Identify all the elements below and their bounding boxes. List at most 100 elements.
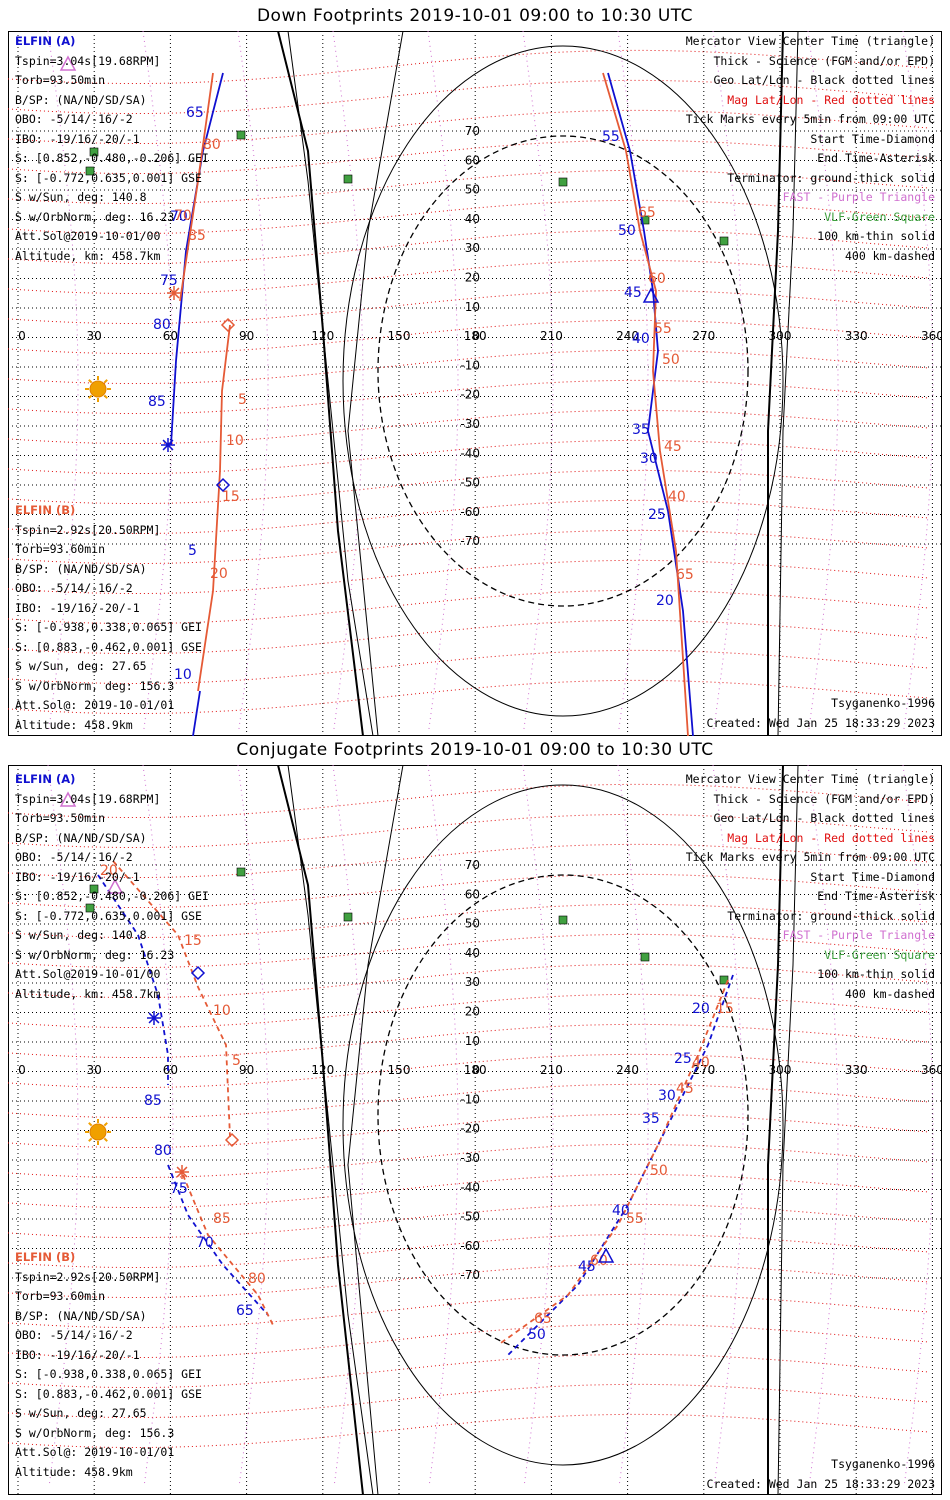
sun-ray — [88, 394, 93, 399]
lon-axis-label: 300 — [769, 1063, 792, 1077]
conjugate-footprints-panel: Conjugate Footprints 2019-10-01 09:00 to… — [0, 738, 950, 1500]
center-time-triangle — [59, 55, 77, 71]
vlf-station-square — [89, 884, 99, 894]
lat-axis-label: -60 — [460, 505, 480, 519]
center-time-triangle — [642, 287, 660, 303]
mag-lon-line — [522, 765, 554, 1486]
elfin-a-line: S: [-0.772,0.635,0.001] GSE — [15, 908, 202, 923]
lon-axis-label: 360 — [921, 329, 942, 343]
lat-axis-label: 20 — [465, 1005, 480, 1019]
mag-lat-line — [8, 649, 929, 685]
elfin-b-line: S w/Sun, deg: 27.65 — [15, 1406, 147, 1420]
mag-lat-line — [8, 963, 929, 999]
mag-lat-line — [8, 529, 929, 565]
lat-axis-label: -70 — [460, 1268, 480, 1282]
terminator-100km-line — [347, 765, 404, 1495]
elfin-a-line: Altitude, km: 458.7km — [15, 248, 161, 263]
mag-lat-line — [8, 139, 929, 175]
track-tick-label: 15 — [184, 933, 202, 949]
lat-axis-label: 70 — [465, 858, 480, 872]
legend-item: 100 km-thin solid — [817, 229, 935, 243]
mag-lat-line — [8, 49, 929, 85]
lon-axis-label: 180 — [464, 1063, 487, 1077]
lat-axis-label: 10 — [465, 300, 480, 314]
lat-axis-label: 10 — [465, 1034, 480, 1048]
mag-lat-line — [8, 993, 929, 1029]
terminator-100km-line — [347, 31, 404, 736]
lon-axis-label: 120 — [311, 329, 334, 343]
elfin-a-line: IBO: -19/16/-20/-1 — [15, 131, 140, 146]
mag-lon-line — [902, 31, 934, 732]
start-time-diamond — [220, 317, 236, 333]
track-tick-label: 5 — [188, 543, 197, 559]
legend-item: Mag Lat/Lon - Red dotted lines — [727, 92, 935, 107]
lon-axis-label: 60 — [163, 1063, 178, 1077]
legend-item: VLF-Green Square — [824, 209, 935, 224]
lon-axis-label: 270 — [692, 1063, 715, 1077]
lat-axis-label: 40 — [465, 946, 480, 960]
down-footprints-map: 70 60 50 40 30 20 10 0 -10 -20 -30 -40 -50 -60 -70 0 30 6… — [8, 31, 942, 736]
track-tick-label: 5 — [232, 1053, 241, 1069]
elfin-b-line: IBO: -19/16/-20/-1 — [15, 600, 140, 615]
vlf-station-square — [558, 177, 568, 187]
mag-lat-line — [8, 379, 929, 415]
created-label: Created: Wed Jan 25 18:33:29 2023 — [706, 1477, 935, 1491]
mag-lat-line — [8, 1203, 929, 1239]
mag-lon-line — [47, 31, 79, 732]
elfin-a-line: Att.Sol@2019-10-01/00 — [15, 967, 161, 981]
elfin-a-label: ELFIN (A) — [15, 772, 76, 786]
track-tick-label: 30 — [658, 1088, 676, 1104]
sun-ray — [103, 1122, 108, 1127]
elfin-a-track — [170, 72, 224, 446]
mag-lon-line — [237, 765, 269, 1486]
lat-axis-label: -10 — [460, 1092, 480, 1106]
elfin-a-line: OBO: -5/14/-16/-2 — [15, 850, 133, 864]
mag-lat-line — [8, 1263, 929, 1299]
track-tick-label: 70 — [196, 1235, 214, 1251]
track-tick-label: 15 — [222, 489, 240, 505]
start-time-diamond — [190, 965, 206, 981]
vlf-station-square — [640, 952, 650, 962]
lat-axis-label: 40 — [465, 212, 480, 226]
elfin-b-track — [112, 860, 231, 1138]
center-time-triangle — [597, 1247, 615, 1263]
mag-lat-line — [8, 259, 929, 295]
legend-item: Terminator: ground-thick solid — [727, 170, 935, 185]
mag-lat-line — [8, 499, 929, 535]
track-tick-label: 85 — [144, 1093, 162, 1109]
elfin-b-track — [179, 72, 214, 302]
track-tick-label: 65 — [676, 567, 694, 583]
mag-lon-line — [902, 765, 934, 1486]
lon-axis-label: 120 — [311, 1063, 334, 1077]
mag-lat-line — [8, 813, 929, 849]
mag-lon-line — [807, 765, 839, 1486]
lat-axis-label: -40 — [460, 446, 480, 460]
legend: Mercator View Center Time (triangle) Thi… — [686, 770, 935, 1004]
legend-item: VLF-Green Square — [824, 947, 935, 962]
elfin-b-line: OBO: -5/14/-16/-2 — [15, 1328, 133, 1342]
mag-lat-line — [8, 1143, 929, 1179]
track-tick-label: 80 — [153, 317, 171, 333]
mag-lat-line — [8, 933, 929, 969]
track-tick-label: 30 — [640, 451, 658, 467]
mag-lon-line — [142, 765, 174, 1486]
legend-item: Geo Lat/Lon - Black dotted lines — [713, 811, 935, 825]
elfin-a-line: S w/Sun, deg: 140.8 — [15, 928, 147, 942]
lat-axis-label: -60 — [460, 1239, 480, 1253]
track-tick-label: 10 — [174, 667, 192, 683]
elfin-b-line: Altitude: 458.9km — [15, 1464, 133, 1479]
legend-item: Start Time-Diamond — [810, 869, 935, 884]
lon-axis-label: 180 — [464, 329, 487, 343]
elfin-a-line: Torb=93.50min — [15, 73, 106, 87]
lon-axis-label: 60 — [163, 329, 178, 343]
track-tick-label: 50 — [528, 1327, 546, 1343]
elfin-b-label: ELFIN (B) — [15, 503, 76, 517]
track-tick-label: 55 — [626, 1211, 644, 1227]
elfin-a-line: Altitude, km: 458.7km — [15, 986, 161, 1001]
mag-lat-line — [8, 619, 929, 655]
mag-lat-line — [8, 559, 929, 595]
mag-lon-line — [807, 31, 839, 732]
legend-item: Mercator View Center Time (triangle) — [685, 772, 935, 786]
end-time-asterisk — [148, 1012, 160, 1024]
track-tick-label: 15 — [716, 1001, 734, 1017]
